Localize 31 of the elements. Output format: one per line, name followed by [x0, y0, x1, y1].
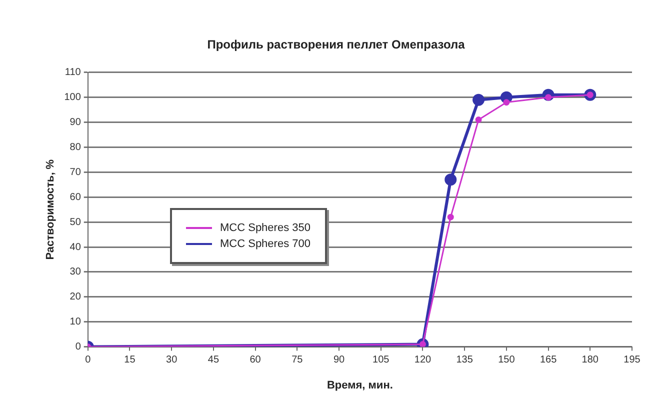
- legend-label: MCC Spheres 350: [220, 222, 310, 234]
- x-tick-label: 120: [414, 354, 432, 366]
- x-tick-label: 90: [333, 354, 346, 366]
- x-tick-label: 195: [624, 354, 641, 366]
- y-tick-label: 90: [70, 117, 82, 128]
- y-tick-label: 30: [70, 266, 82, 278]
- x-tick-label: 75: [292, 354, 304, 366]
- y-tick-label: 70: [70, 166, 82, 178]
- x-tick-label: 60: [250, 354, 262, 366]
- legend-label: MCC Spheres 700: [220, 238, 310, 250]
- x-tick-label: 150: [498, 354, 516, 366]
- x-tick-label: 105: [372, 354, 390, 366]
- y-tick-label: 60: [70, 192, 82, 203]
- y-tick-label: 0: [75, 342, 82, 353]
- x-axis-title: Время, мин.: [326, 379, 393, 392]
- x-tick-label: 45: [208, 354, 220, 366]
- x-tick-label: 15: [124, 354, 136, 366]
- y-tick-label: 50: [70, 216, 82, 228]
- y-axis-title: Растворимость, %: [44, 159, 57, 260]
- x-tick-label: 0: [85, 354, 92, 366]
- y-tick-label: 10: [70, 316, 82, 328]
- y-tick-label: 110: [64, 67, 82, 78]
- y-tick-label: 100: [64, 92, 82, 104]
- y-tick-label: 80: [70, 142, 82, 153]
- chart-title: Профиль растворения пеллет Омепразола: [207, 38, 466, 52]
- y-tick-label: 40: [70, 242, 82, 253]
- y-tick-label: 20: [70, 292, 82, 303]
- x-tick-label: 180: [582, 354, 599, 366]
- x-tick-label: 135: [456, 354, 474, 366]
- x-tick-label: 165: [540, 354, 558, 366]
- x-tick-label: 30: [166, 354, 178, 366]
